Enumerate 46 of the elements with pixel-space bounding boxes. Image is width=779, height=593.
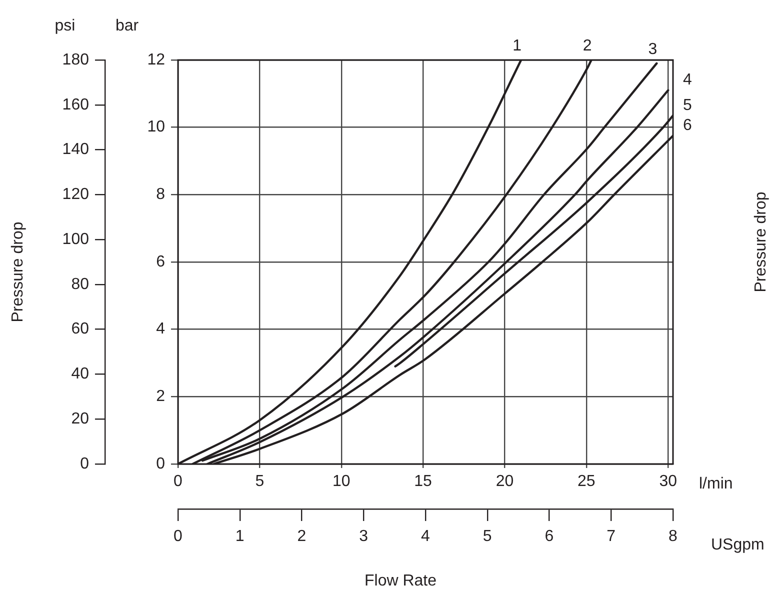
- y-tick-label: 8: [156, 186, 166, 204]
- x2-tick-label: 3: [359, 528, 368, 546]
- x2-axis-title: USgpm: [711, 536, 764, 554]
- series-label: 2: [582, 37, 592, 54]
- x-tick-label: 5: [255, 473, 264, 490]
- x2-tick-label: 0: [174, 528, 183, 546]
- x2-tick-label: 4: [421, 528, 430, 546]
- series-label: 4: [683, 72, 692, 89]
- x-tick-label: 20: [496, 473, 514, 490]
- x2-tick-label: 8: [668, 528, 678, 546]
- x-axis-title: l/min: [699, 475, 733, 492]
- y2-tick-label: 180: [62, 51, 90, 68]
- y2-tick-label: 0: [80, 455, 90, 472]
- y-tick-label: 0: [156, 455, 166, 472]
- series-label: 6: [683, 117, 692, 134]
- y2-tick-label: 60: [71, 320, 90, 338]
- y2-tick-label: 160: [62, 96, 90, 114]
- y2-tick-label: 20: [71, 410, 90, 428]
- x-tick-label: 10: [332, 473, 350, 490]
- x2-tick-label: 2: [297, 528, 306, 546]
- y2-axis-title: psi: [54, 17, 76, 34]
- y2-tick-label: 100: [62, 230, 90, 248]
- x-tick-label: 0: [174, 473, 183, 490]
- series-label: 1: [512, 37, 522, 54]
- x2-tick-label: 7: [606, 528, 616, 546]
- y2-tick-label: 120: [62, 186, 90, 204]
- y-tick-label: 6: [156, 253, 166, 270]
- series-label: 3: [648, 40, 658, 58]
- y-tick-label: 12: [147, 51, 166, 68]
- text: Pressure drop: [752, 192, 770, 292]
- y-tick-label: 10: [147, 118, 166, 136]
- y2-tick-label: 80: [71, 276, 90, 293]
- x-tick-label: 30: [659, 473, 678, 490]
- series-label: 5: [683, 96, 692, 114]
- y-tick-label: 4: [156, 320, 166, 338]
- y-axis-title: bar: [115, 17, 140, 34]
- text: Flow Rate: [364, 572, 437, 590]
- y2-tick-label: 40: [71, 366, 90, 383]
- text: Pressure drop: [9, 222, 26, 322]
- y-tick-label: 2: [156, 388, 166, 406]
- y2-tick-label: 140: [62, 141, 90, 158]
- x2-tick-label: 1: [235, 528, 244, 546]
- x-tick-label: 25: [578, 473, 596, 490]
- x-tick-label: 15: [414, 473, 432, 490]
- x2-tick-label: 6: [544, 528, 554, 546]
- x2-tick-label: 5: [482, 528, 492, 546]
